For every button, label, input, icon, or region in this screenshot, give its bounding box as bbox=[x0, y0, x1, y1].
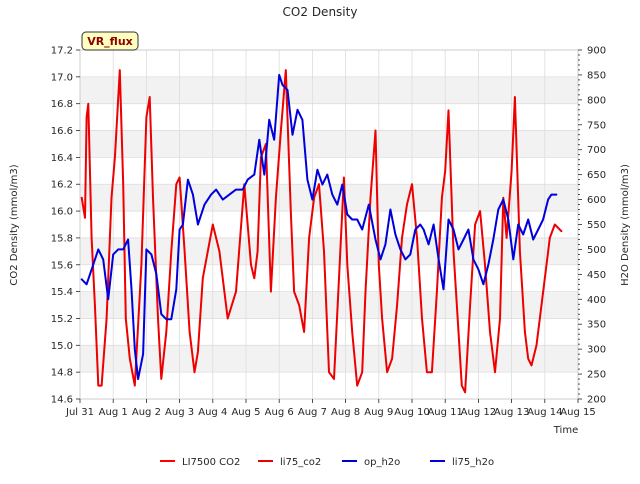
x-tick-label: Aug 9 bbox=[364, 407, 393, 418]
plot-bands bbox=[80, 76, 578, 373]
x-tick-label: Aug 3 bbox=[165, 407, 194, 418]
x-tick-label: Aug 13 bbox=[494, 407, 529, 418]
right-axis-title: H2O Density (mmol/m3) bbox=[620, 164, 631, 286]
series-line-li75-co2 bbox=[80, 69, 563, 394]
right-tick-label: 350 bbox=[587, 320, 606, 331]
right-tick-label: 900 bbox=[587, 46, 606, 57]
x-axis-ticks: Jul 31 Aug 1 Aug 2 Aug 3 Aug 4 Aug 5 Aug 6 Aug … bbox=[65, 399, 596, 418]
left-tick-label: 16.8 bbox=[51, 99, 73, 110]
grid-band bbox=[80, 291, 578, 319]
left-tick-label: 15.4 bbox=[51, 287, 73, 298]
legend-label-li7500-co2: LI7500 CO2 bbox=[182, 457, 240, 468]
right-tick-label: 200 bbox=[587, 395, 606, 406]
right-tick-label: 250 bbox=[587, 370, 606, 381]
x-axis-title: Time bbox=[553, 425, 578, 436]
series-layer bbox=[80, 69, 563, 394]
x-tick-label: Aug 14 bbox=[527, 407, 562, 418]
left-tick-label: 15.2 bbox=[51, 314, 73, 325]
x-tick-label: Aug 1 bbox=[99, 407, 128, 418]
x-tick-label: Aug 5 bbox=[231, 407, 260, 418]
legend-label-li75-co2: li75_co2 bbox=[280, 457, 321, 468]
left-tick-label: 15.8 bbox=[51, 233, 73, 244]
legend: LI7500 CO2 li75_co2 op_h2o li75_h2o bbox=[160, 457, 494, 468]
vr-flux-badge: VR_flux bbox=[81, 31, 139, 51]
badge-label: VR_flux bbox=[87, 35, 133, 48]
left-tick-label: 17.2 bbox=[51, 46, 73, 57]
grid-band bbox=[80, 76, 578, 104]
grid-band bbox=[80, 184, 578, 212]
x-tick-label: Jul 31 bbox=[65, 407, 94, 418]
left-tick-label: 15.0 bbox=[51, 341, 73, 352]
right-tick-label: 650 bbox=[587, 170, 606, 181]
grid-band bbox=[80, 130, 578, 158]
left-axis-ticks: 14.6 14.8 15.0 15.2 15.4 15.6 15.8 16.0 16.2 16.4… bbox=[51, 46, 80, 406]
left-tick-label: 16.0 bbox=[51, 207, 73, 218]
series-line-li75-h2o bbox=[80, 73, 558, 381]
legend-label-li75-h2o: li75_h2o bbox=[452, 457, 494, 468]
left-tick-label: 15.6 bbox=[51, 260, 73, 271]
right-tick-label: 450 bbox=[587, 270, 606, 281]
x-tick-label: Aug 10 bbox=[394, 407, 429, 418]
left-tick-label: 14.8 bbox=[51, 368, 73, 379]
badge-box bbox=[81, 31, 139, 51]
x-tick-label: Aug 7 bbox=[298, 407, 327, 418]
left-tick-label: 17.0 bbox=[51, 72, 73, 83]
right-tick-label: 750 bbox=[587, 120, 606, 131]
chart-title: CO2 Density bbox=[283, 5, 358, 19]
right-tick-label: 850 bbox=[587, 70, 606, 81]
x-tick-label: Aug 6 bbox=[265, 407, 294, 418]
right-tick-label: 400 bbox=[587, 295, 606, 306]
x-tick-label: Aug 4 bbox=[198, 407, 227, 418]
left-tick-label: 16.2 bbox=[51, 180, 73, 191]
x-tick-label: Aug 2 bbox=[132, 407, 161, 418]
right-tick-label: 550 bbox=[587, 220, 606, 231]
right-tick-label: 600 bbox=[587, 195, 606, 206]
right-axis-ticks: 200 250 300 350 400 450 500 550 600 650 700 750 800 8… bbox=[578, 46, 606, 406]
left-tick-label: 14.6 bbox=[51, 395, 73, 406]
right-tick-label: 700 bbox=[587, 145, 606, 156]
right-tick-label: 800 bbox=[587, 95, 606, 106]
left-tick-label: 16.6 bbox=[51, 126, 73, 137]
x-tick-label: Aug 12 bbox=[461, 407, 496, 418]
right-tick-label: 300 bbox=[587, 345, 606, 356]
right-tick-label: 500 bbox=[587, 245, 606, 256]
x-tick-label: Aug 8 bbox=[331, 407, 360, 418]
legend-label-op-h2o: op_h2o bbox=[364, 457, 400, 468]
left-axis-title: CO2 Density (mmol/m3) bbox=[9, 164, 20, 285]
x-tick-label: Aug 15 bbox=[560, 407, 595, 418]
grid-band bbox=[80, 237, 578, 265]
x-tick-label: Aug 11 bbox=[427, 407, 462, 418]
left-tick-label: 16.4 bbox=[51, 153, 73, 164]
